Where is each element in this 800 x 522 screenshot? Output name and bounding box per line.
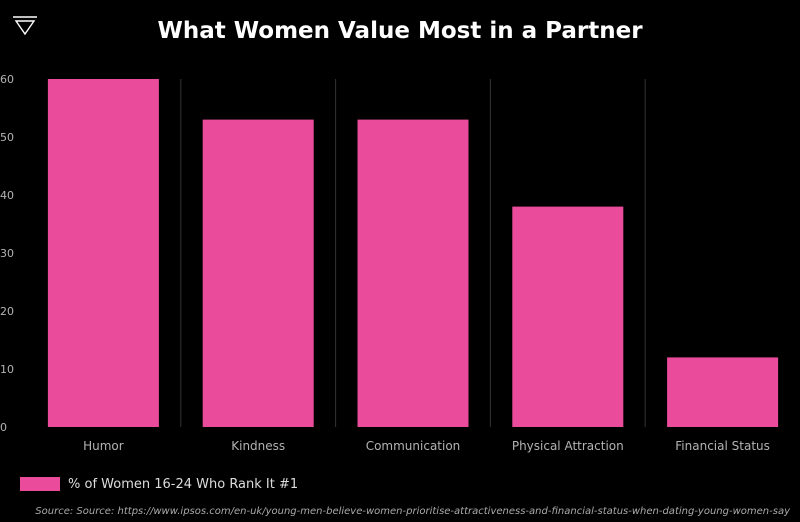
y-tick-label: 0: [0, 421, 7, 434]
bar-kindness: [202, 119, 314, 427]
x-category-label: Financial Status: [675, 439, 770, 453]
bar-physical-attraction: [512, 206, 624, 427]
chart-title: What Women Value Most in a Partner: [157, 18, 643, 44]
x-category-label: Physical Attraction: [512, 439, 624, 453]
x-category-label: Kindness: [231, 439, 285, 453]
y-tick-label: 60: [0, 73, 14, 86]
x-category-label: Humor: [83, 439, 124, 453]
legend-swatch: [20, 477, 60, 491]
y-tick-label: 30: [0, 247, 14, 260]
y-tick-label: 20: [0, 305, 14, 318]
bar-chart: 0 10 20 30 40 50 60 Humor Kindness Communication…: [0, 73, 779, 453]
bar-communication: [357, 119, 469, 427]
bars: [47, 79, 779, 427]
x-axis-labels: Humor Kindness Communication Physical Attra…: [83, 439, 770, 453]
bar-humor: [47, 79, 159, 427]
y-axis-ticks: 0 10 20 30 40 50 60: [0, 73, 14, 434]
source-note: Source: Source: https://www.ipsos.com/en…: [35, 506, 790, 517]
legend-label: % of Women 16-24 Who Rank It #1: [68, 476, 299, 492]
category-gridlines: [180, 79, 646, 427]
y-tick-label: 50: [0, 131, 14, 144]
bar-financial-status: [667, 357, 779, 427]
legend: % of Women 16-24 Who Rank It #1: [20, 475, 298, 493]
y-tick-label: 40: [0, 189, 14, 202]
y-tick-label: 10: [0, 363, 14, 376]
x-category-label: Communication: [366, 439, 461, 453]
triangle-logo-icon: [13, 16, 37, 36]
